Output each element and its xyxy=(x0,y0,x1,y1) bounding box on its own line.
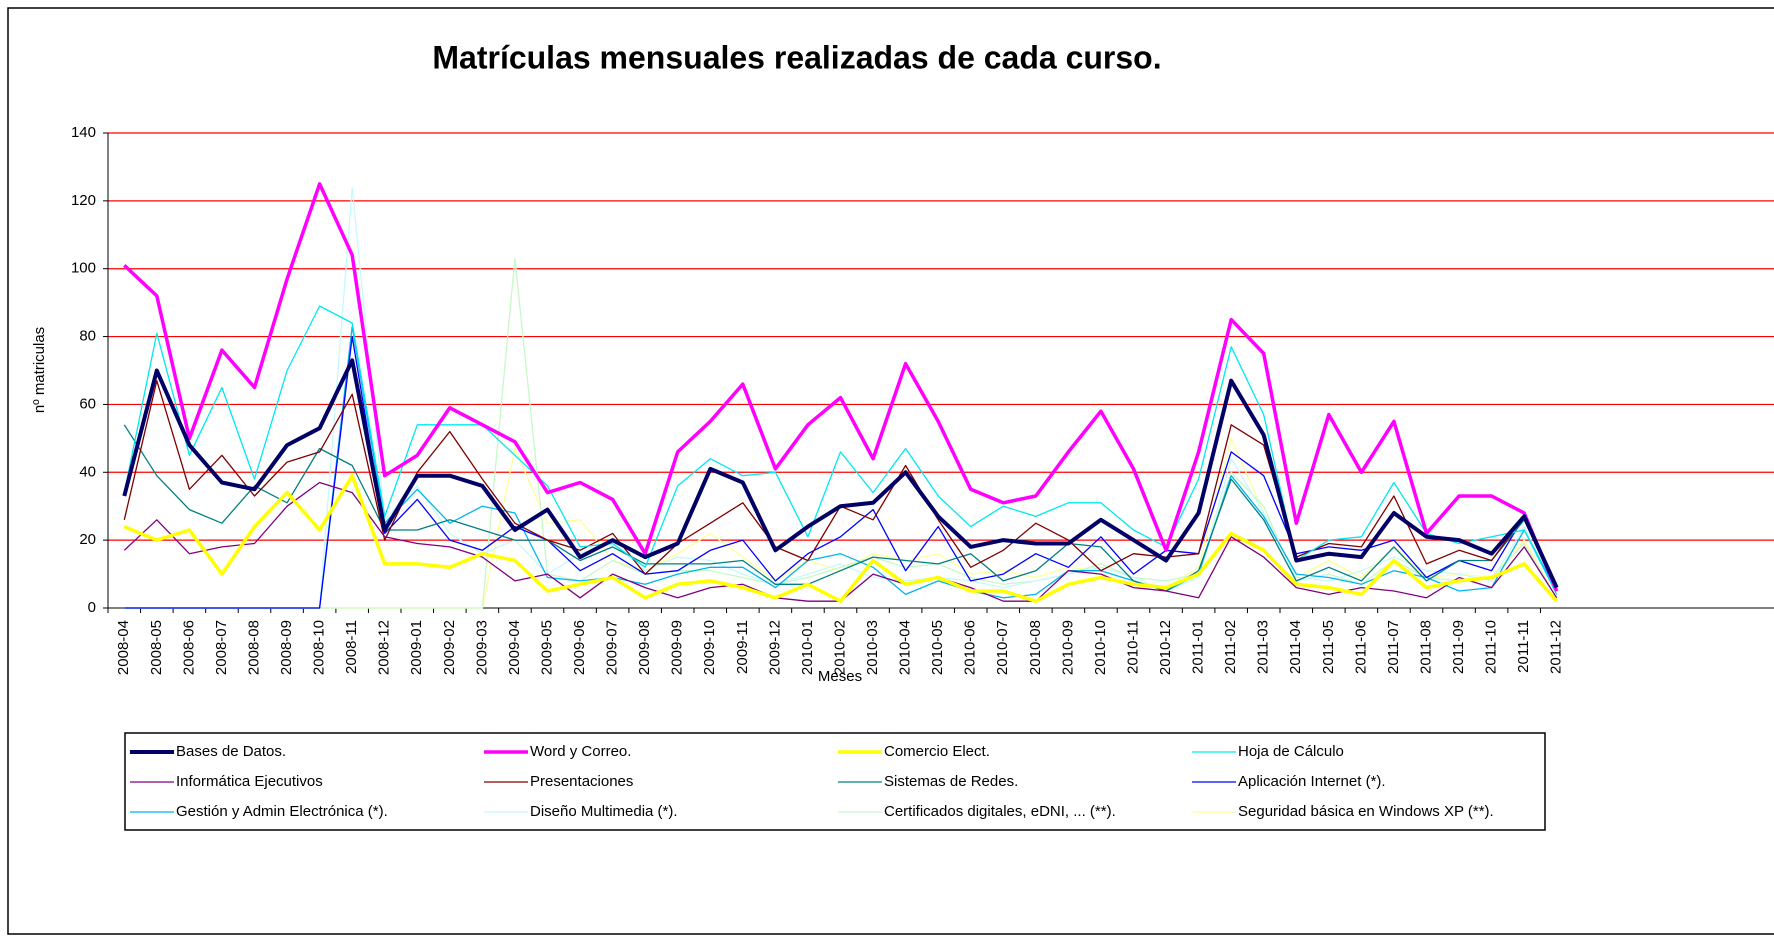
chart-title: Matrículas mensuales realizadas de cada … xyxy=(432,39,1161,75)
x-tick-label: 2009-05 xyxy=(538,620,555,675)
x-tick-label: 2011-05 xyxy=(1320,620,1337,674)
series-line xyxy=(123,305,1558,595)
x-tick-label: 2010-08 xyxy=(1027,620,1044,675)
legend-label: Hoja de Cálculo xyxy=(1238,743,1344,760)
x-tick-label: 2010-10 xyxy=(1092,620,1109,675)
y-tick-label: 80 xyxy=(79,328,96,345)
x-tick-label: 2011-07 xyxy=(1385,620,1402,674)
series-line xyxy=(123,424,1558,592)
series-line xyxy=(124,186,1558,609)
x-tick-label: 2011-02 xyxy=(1222,620,1239,674)
x-tick-label: 2008-08 xyxy=(245,620,262,675)
y-axis-label: nº matriculas xyxy=(31,327,48,413)
legend-label: Diseño Multimedia (*). xyxy=(530,803,678,820)
x-tick-label: 2009-08 xyxy=(636,620,653,675)
x-tick-label: 2008-06 xyxy=(180,620,197,675)
x-tick-label: 2010-03 xyxy=(864,620,881,675)
x-tick-label: 2009-12 xyxy=(766,620,783,675)
legend-label: Sistemas de Redes. xyxy=(884,773,1018,790)
series-line xyxy=(123,182,1559,592)
x-tick-label: 2009-11 xyxy=(734,620,751,674)
x-tick-label: 2011-09 xyxy=(1450,620,1467,674)
x-tick-label: 2009-09 xyxy=(669,620,686,675)
x-tick-label: 2009-01 xyxy=(408,620,425,675)
x-tick-label: 2011-01 xyxy=(1190,620,1207,674)
series-line xyxy=(124,335,1558,609)
x-tick-label: 2010-09 xyxy=(1059,620,1076,675)
legend-label: Aplicación Internet (*). xyxy=(1238,773,1386,790)
x-tick-label: 2008-04 xyxy=(115,620,132,675)
x-tick-label: 2008-12 xyxy=(376,620,393,675)
legend-label: Bases de Datos. xyxy=(176,743,286,760)
legend-label: Presentaciones xyxy=(530,773,633,790)
x-tick-label: 2008-07 xyxy=(213,620,230,675)
series-line xyxy=(124,325,1558,609)
x-tick-label: 2009-06 xyxy=(571,620,588,675)
y-tick-label: 120 xyxy=(71,192,96,209)
x-tick-label: 2010-06 xyxy=(962,620,979,675)
x-tick-label: 2010-07 xyxy=(994,620,1011,675)
y-tick-label: 20 xyxy=(79,531,96,548)
series-line xyxy=(122,358,1559,589)
x-tick-label: 2011-08 xyxy=(1417,620,1434,674)
x-tick-label: 2009-02 xyxy=(441,620,458,675)
legend-label: Informática Ejecutivos xyxy=(176,773,323,790)
x-tick-label: 2011-10 xyxy=(1483,620,1500,674)
x-tick-label: 2011-06 xyxy=(1352,620,1369,674)
x-tick-label: 2011-04 xyxy=(1287,620,1304,674)
x-tick-label: 2011-11 xyxy=(1515,620,1532,673)
legend-label: Gestión y Admin Electrónica (*). xyxy=(176,803,388,820)
x-tick-label: 2008-09 xyxy=(278,620,295,675)
x-tick-label: 2010-05 xyxy=(929,620,946,675)
x-axis-label: Meses xyxy=(818,668,862,685)
x-tick-label: 2010-11 xyxy=(1124,620,1141,674)
legend-box xyxy=(124,732,1546,831)
x-tick-label: 2009-07 xyxy=(604,620,621,675)
x-tick-label: 2011-12 xyxy=(1548,620,1565,674)
x-tick-label: 2010-04 xyxy=(897,620,914,675)
x-tick-label: 2008-11 xyxy=(343,620,360,674)
y-tick-label: 0 xyxy=(88,599,96,616)
legend-label: Certificados digitales, eDNI, ... (**). xyxy=(884,803,1116,820)
y-tick-label: 140 xyxy=(71,124,96,141)
y-tick-label: 40 xyxy=(79,463,96,480)
legend-label: Word y Correo. xyxy=(530,743,631,760)
x-tick-label: 2009-04 xyxy=(506,620,523,675)
legend-label: Seguridad básica en Windows XP (**). xyxy=(1238,803,1494,820)
x-tick-label: 2009-10 xyxy=(701,620,718,675)
x-tick-label: 2010-12 xyxy=(1157,620,1174,675)
series-line xyxy=(123,473,1559,603)
legend-label: Comercio Elect. xyxy=(884,743,990,760)
x-tick-label: 2010-01 xyxy=(799,620,816,675)
y-tick-label: 100 xyxy=(71,260,96,277)
x-tick-label: 2009-03 xyxy=(473,620,490,675)
x-tick-label: 2008-05 xyxy=(148,620,165,675)
x-tick-label: 2011-03 xyxy=(1255,620,1272,674)
x-tick-label: 2010-02 xyxy=(831,620,848,675)
y-tick-label: 60 xyxy=(79,395,96,412)
x-tick-label: 2008-10 xyxy=(311,620,328,675)
